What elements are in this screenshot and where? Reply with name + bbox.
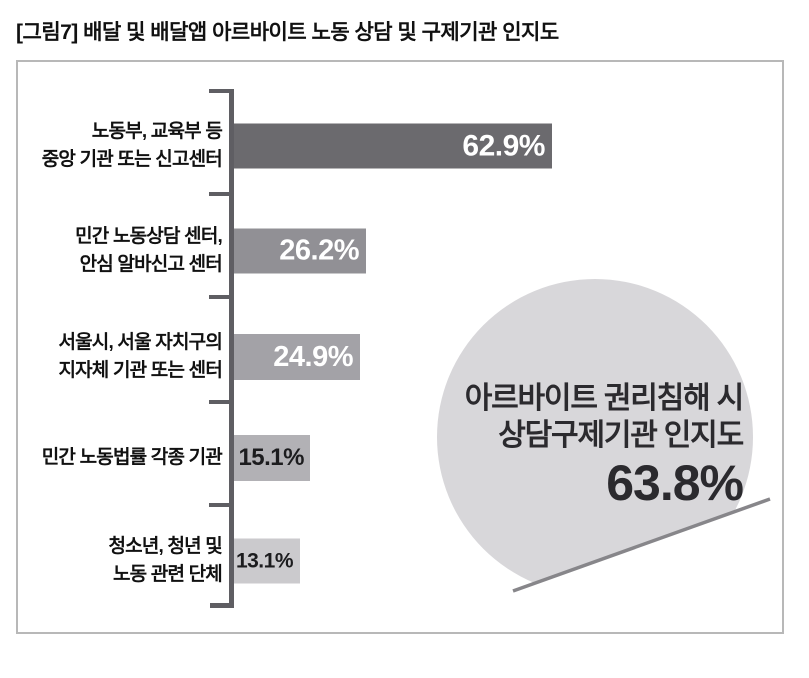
bar-row: 노동부, 교육부 등 중앙 기관 또는 신고센터 62.9% bbox=[18, 95, 782, 197]
category-label: 노동부, 교육부 등 중앙 기관 또는 신고센터 bbox=[41, 121, 223, 170]
annotation-bubble bbox=[437, 279, 771, 595]
bar-value-label: 26.2% bbox=[279, 234, 359, 267]
bar: 62.9% bbox=[234, 123, 552, 169]
axis-tick bbox=[209, 503, 229, 507]
category-label: 민간 노동법률 각종 기관 bbox=[41, 447, 223, 469]
bar-row: 민간 노동상담 센터, 안심 알바신고 센터 26.2% bbox=[18, 200, 782, 302]
bar-value-label: 13.1% bbox=[235, 549, 294, 572]
bar: 26.2% bbox=[234, 228, 366, 274]
annotation-line-1: 아르바이트 권리침해 시 bbox=[464, 382, 744, 415]
bar-value-label: 15.1% bbox=[238, 444, 304, 471]
axis-tick bbox=[209, 400, 229, 404]
diagonal-line bbox=[512, 497, 771, 593]
bar-row: 청소년, 청년 및 노동 관련 단체 13.1% bbox=[18, 510, 782, 612]
plot-area: 노동부, 교육부 등 중앙 기관 또는 신고센터 62.9% 민간 노동상담 센… bbox=[18, 62, 782, 632]
axis-tick bbox=[209, 295, 229, 299]
axis-foot bbox=[210, 603, 234, 608]
y-axis-line bbox=[229, 89, 234, 608]
annotation-value: 63.8% bbox=[606, 455, 744, 511]
category-label: 청소년, 청년 및 노동 관련 단체 bbox=[108, 536, 222, 585]
category-label: 민간 노동상담 센터, 안심 알바신고 센터 bbox=[75, 226, 223, 275]
bar-row: 서울시, 서울 자치구의 지자체 기관 또는 센터 24.9% bbox=[18, 306, 782, 408]
bar: 15.1% bbox=[234, 435, 310, 481]
bar: 13.1% bbox=[234, 538, 300, 584]
annotation-text: 아르바이트 권리침해 시 상담구제기관 인지도 63.8% bbox=[464, 380, 744, 511]
chart-panel: 노동부, 교육부 등 중앙 기관 또는 신고센터 62.9% 민간 노동상담 센… bbox=[16, 60, 784, 634]
bar-value-label: 62.9% bbox=[462, 129, 545, 162]
axis-tick bbox=[209, 89, 229, 93]
category-label: 서울시, 서울 자치구의 지자체 기관 또는 센터 bbox=[58, 332, 222, 381]
bar-value-label: 24.9% bbox=[273, 340, 353, 373]
axis-tick bbox=[209, 192, 229, 196]
bar: 24.9% bbox=[234, 334, 360, 380]
figure-title: [그림7] 배달 및 배달앱 아르바이트 노동 상담 및 구제기관 인지도 bbox=[16, 21, 559, 44]
bar-row: 민간 노동법률 각종 기관 15.1% bbox=[18, 407, 782, 509]
annotation-line-2: 상담구제기관 인지도 bbox=[498, 419, 744, 452]
annotation-circle bbox=[437, 279, 753, 595]
